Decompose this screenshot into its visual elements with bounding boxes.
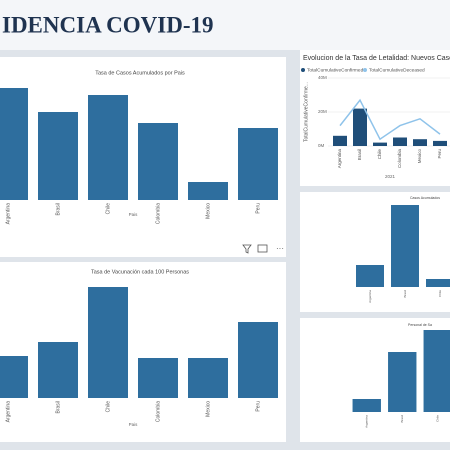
chart-title: Casos Acumulados <box>410 196 440 200</box>
dashboard-title: IDENCIA COVID-19 <box>2 12 214 37</box>
x-tick-label: Argentina <box>5 203 11 225</box>
x-tick-label: Chile <box>438 290 442 297</box>
x-tick-label: Colombia <box>397 149 402 169</box>
bar <box>413 139 427 146</box>
bar <box>391 205 419 287</box>
legend-label: TotalCumulativeConfirmed <box>307 67 364 73</box>
legend-swatch <box>301 68 305 72</box>
filter-icon[interactable] <box>242 244 252 254</box>
bar <box>0 356 28 398</box>
x-tick-label: Chile <box>377 149 382 160</box>
x-tick-label: Argentina <box>368 290 372 303</box>
bar <box>393 137 407 146</box>
bar <box>138 123 178 200</box>
y-tick-label: 20M <box>318 109 327 114</box>
x-tick-label: Chile <box>436 415 440 422</box>
y-tick-label: 0M <box>318 143 325 148</box>
x-tick-label: Peru <box>255 203 261 214</box>
chart-title: Tasa de Vacunación cada 100 Personas <box>91 269 189 275</box>
bar <box>38 342 78 398</box>
x-tick-label: Argentina <box>5 401 11 423</box>
x-axis-label: Pais <box>129 422 139 427</box>
x-axis-label: 2021 <box>385 174 396 179</box>
x-tick-label: Colombia <box>155 203 161 224</box>
x-tick-label: Brasil <box>55 401 61 414</box>
y-axis-label: TotalCumulativeConfirme... <box>303 82 309 142</box>
x-tick-label: Argentina <box>365 415 369 428</box>
bar <box>138 358 178 398</box>
y-tick-label: 40M <box>318 75 327 80</box>
legend-swatch <box>363 68 367 72</box>
chart-title: Tasa de Casos Acumulados por Pais <box>95 70 185 76</box>
x-tick-label: Brasil <box>55 203 61 216</box>
bar <box>388 352 417 412</box>
x-tick-label: Colombia <box>155 401 161 422</box>
legend-label: TotalCumulativeDeceased <box>369 67 425 73</box>
header-bar <box>0 0 450 50</box>
bar <box>353 108 367 146</box>
visual-toolbar[interactable]: ··· <box>242 244 284 254</box>
bar <box>426 279 450 287</box>
bar <box>356 265 384 287</box>
x-tick-label: Chile <box>105 401 111 413</box>
chart-title: Evolucion de la Tasa de Letalidad: Nuevo… <box>303 55 450 62</box>
x-tick-label: Chile <box>105 203 111 215</box>
chart-title: Personal de Sa <box>408 323 432 327</box>
bar <box>333 135 347 146</box>
bar <box>188 358 228 398</box>
x-tick-label: Mexico <box>205 203 211 219</box>
x-tick-label: Brasil <box>400 415 404 423</box>
x-axis-label: Pais <box>129 212 139 217</box>
focus-icon[interactable] <box>257 244 268 253</box>
bar <box>38 112 78 200</box>
bar <box>352 399 381 412</box>
x-tick-label: Argentina <box>337 149 342 169</box>
bar <box>188 182 228 200</box>
x-tick-label: Brasil <box>357 149 362 160</box>
panel <box>300 50 450 186</box>
x-tick-label: Peru <box>437 149 442 159</box>
more-icon[interactable]: ··· <box>276 244 284 253</box>
bar <box>238 322 278 398</box>
panel <box>300 192 450 312</box>
bar <box>88 95 128 200</box>
x-tick-label: Mexico <box>417 149 422 164</box>
bar <box>238 128 278 200</box>
bar <box>0 88 28 200</box>
x-tick-label: Mexico <box>205 401 211 417</box>
bar <box>423 330 450 412</box>
x-tick-label: Peru <box>255 401 261 412</box>
bar <box>373 142 387 146</box>
x-tick-label: Brasil <box>403 290 407 298</box>
bar <box>433 140 447 146</box>
line <box>339 98 441 141</box>
bar <box>88 287 128 398</box>
